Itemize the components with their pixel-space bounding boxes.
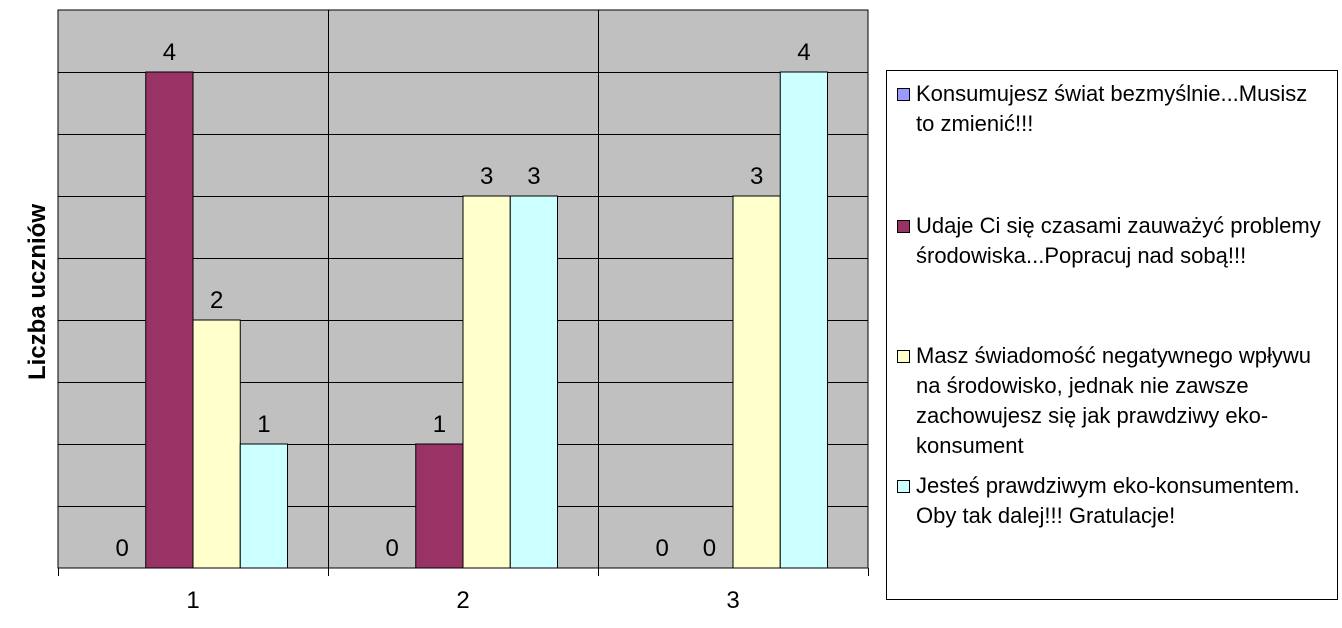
x-tick-label: 2 (456, 587, 469, 614)
bar (509, 195, 558, 569)
legend-item: Masz świadomość negatywnego wpływu na śr… (897, 341, 1329, 461)
data-label: 0 (115, 535, 128, 562)
data-label: 0 (703, 535, 716, 562)
legend-swatch (897, 88, 910, 101)
data-label: 2 (210, 287, 223, 314)
data-label: 0 (655, 535, 668, 562)
data-label: 0 (385, 535, 398, 562)
data-label: 4 (163, 39, 176, 66)
bar (192, 319, 241, 569)
legend-swatch (897, 480, 910, 493)
legend-item: Konsumujesz świat bezmyślnie...Musisz to… (897, 79, 1329, 139)
legend-swatch (897, 350, 910, 363)
bar (415, 443, 464, 569)
legend-item: Udaje Ci się czasami zauważyć problemy ś… (897, 211, 1329, 271)
bar (239, 443, 288, 569)
data-label: 3 (480, 163, 493, 190)
legend: Konsumujesz świat bezmyślnie...Musisz to… (886, 70, 1338, 600)
legend-label: Masz świadomość negatywnego wpływu na śr… (916, 343, 1311, 458)
bar (732, 195, 781, 569)
data-label: 3 (527, 163, 540, 190)
data-label: 3 (750, 163, 763, 190)
bar (145, 71, 194, 569)
data-label: 4 (797, 39, 810, 66)
legend-swatch (897, 220, 910, 233)
x-tick-label: 3 (726, 587, 739, 614)
x-tick-label: 1 (186, 587, 199, 614)
legend-label: Konsumujesz świat bezmyślnie...Musisz to… (916, 81, 1308, 136)
data-label: 1 (257, 411, 270, 438)
legend-label: Udaje Ci się czasami zauważyć problemy ś… (916, 213, 1321, 268)
data-label: 1 (433, 411, 446, 438)
legend-item: Jesteś prawdziwym eko-konsumentem. Oby t… (897, 471, 1329, 531)
y-axis-title: Liczba uczniów (24, 204, 51, 380)
legend-label: Jesteś prawdziwym eko-konsumentem. Oby t… (916, 473, 1300, 528)
bar (779, 71, 828, 569)
bar (462, 195, 511, 569)
